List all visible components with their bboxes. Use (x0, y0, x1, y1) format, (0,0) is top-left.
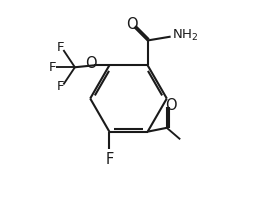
Text: F: F (57, 41, 64, 54)
Text: F: F (49, 61, 57, 74)
Text: O: O (126, 17, 137, 32)
Text: O: O (85, 56, 97, 71)
Text: F: F (105, 152, 114, 167)
Text: O: O (165, 98, 176, 113)
Text: NH$_2$: NH$_2$ (172, 28, 198, 43)
Text: F: F (57, 80, 64, 93)
